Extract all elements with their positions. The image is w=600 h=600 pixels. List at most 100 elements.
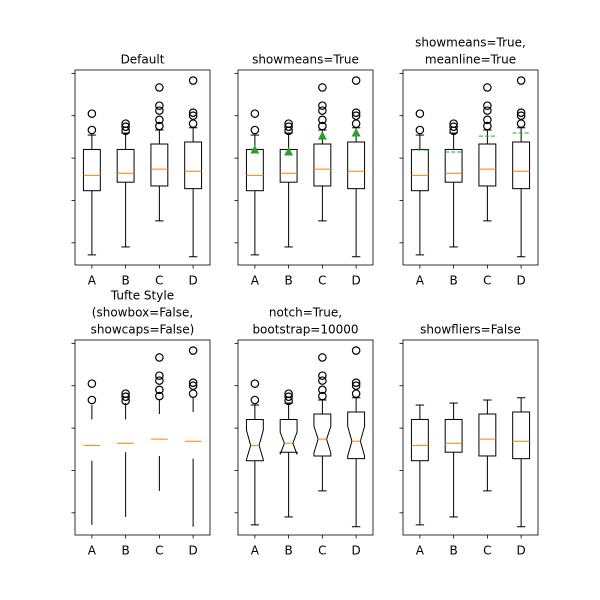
- flier: [121, 392, 130, 402]
- flier: [188, 76, 198, 85]
- flier: [155, 371, 164, 380]
- axes-frame: [74, 69, 211, 266]
- box: [410, 148, 429, 192]
- axes-frame: [237, 339, 374, 536]
- box: [444, 418, 463, 453]
- flier: [318, 371, 327, 380]
- mean-marker: [284, 147, 294, 156]
- flier: [318, 115, 327, 125]
- flier: [483, 83, 492, 92]
- x-tick-label: D: [517, 274, 526, 288]
- flier: [483, 101, 492, 110]
- flier: [318, 83, 327, 92]
- x-tick-label: B: [285, 544, 293, 558]
- axes-frame: [402, 339, 539, 536]
- box: [82, 148, 101, 192]
- box: [184, 141, 203, 190]
- flier: [155, 115, 164, 125]
- box: [116, 148, 135, 183]
- axes-frame: [74, 339, 211, 536]
- x-tick-label: A: [251, 274, 260, 288]
- flier: [188, 378, 198, 387]
- flier: [483, 115, 492, 125]
- box: [410, 418, 429, 462]
- flier: [87, 379, 97, 388]
- x-tick-label: C: [318, 544, 326, 558]
- flier: [483, 121, 492, 131]
- flier: [318, 101, 327, 110]
- x-tick-label: A: [88, 544, 97, 558]
- flier: [318, 376, 327, 385]
- flier: [155, 121, 164, 131]
- x-tick-label: C: [483, 274, 491, 288]
- flier: [516, 119, 526, 128]
- flier: [284, 396, 293, 406]
- flier: [415, 109, 425, 118]
- flier: [516, 76, 526, 85]
- flier: [318, 106, 327, 115]
- x-tick-label: C: [155, 544, 163, 558]
- flier: [318, 391, 327, 401]
- x-tick-label: A: [88, 274, 97, 288]
- box: [150, 143, 169, 187]
- x-tick-label: B: [122, 274, 130, 288]
- subplot-title: notch=True,: [269, 306, 342, 320]
- mean-marker: [250, 145, 260, 154]
- x-tick-label: C: [318, 274, 326, 288]
- flier: [449, 126, 458, 136]
- flier: [250, 379, 260, 388]
- box: [313, 143, 332, 187]
- subplot-title: Default: [121, 53, 165, 67]
- subplot-title: (showbox=False,: [92, 306, 193, 320]
- x-tick-label: D: [517, 544, 526, 558]
- axes-frame: [402, 69, 539, 266]
- flier: [155, 376, 164, 385]
- x-tick-label: D: [189, 274, 198, 288]
- subplot-title: showfliers=False: [420, 323, 521, 337]
- flier: [318, 353, 327, 362]
- flier: [351, 76, 361, 85]
- x-tick-label: C: [155, 274, 163, 288]
- flier: [188, 389, 198, 398]
- flier: [188, 119, 198, 128]
- flier: [449, 122, 458, 132]
- flier: [415, 125, 425, 135]
- flier: [351, 389, 361, 398]
- flier: [351, 346, 361, 355]
- x-tick-label: A: [416, 274, 425, 288]
- subplot-title: Tufte Style: [110, 289, 174, 303]
- flier: [284, 122, 293, 132]
- box: [245, 148, 264, 192]
- mean-marker: [317, 131, 327, 140]
- flier: [121, 122, 130, 132]
- axes-frame: [237, 69, 374, 266]
- x-tick-label: A: [416, 544, 425, 558]
- flier: [351, 378, 361, 387]
- flier: [155, 353, 164, 362]
- flier: [87, 125, 97, 135]
- flier: [121, 126, 130, 136]
- subplot-title: showcaps=False): [91, 323, 195, 337]
- flier: [483, 106, 492, 115]
- flier: [284, 126, 293, 136]
- box: [347, 141, 366, 190]
- flier: [87, 395, 97, 405]
- box: [512, 141, 531, 190]
- subplot-title: showmeans=True,: [415, 36, 526, 50]
- x-tick-label: B: [450, 544, 458, 558]
- flier: [250, 125, 260, 135]
- x-tick-label: D: [352, 274, 361, 288]
- box: [478, 143, 497, 187]
- flier: [155, 106, 164, 115]
- flier: [188, 108, 198, 117]
- flier: [121, 396, 130, 406]
- box: [478, 413, 497, 457]
- subplot-title: showmeans=True: [252, 53, 359, 67]
- box: [444, 148, 463, 183]
- notched-box: [313, 413, 332, 457]
- flier: [284, 392, 293, 402]
- flier: [516, 108, 526, 117]
- subplot-title: meanline=True: [425, 53, 516, 67]
- x-tick-label: C: [483, 544, 491, 558]
